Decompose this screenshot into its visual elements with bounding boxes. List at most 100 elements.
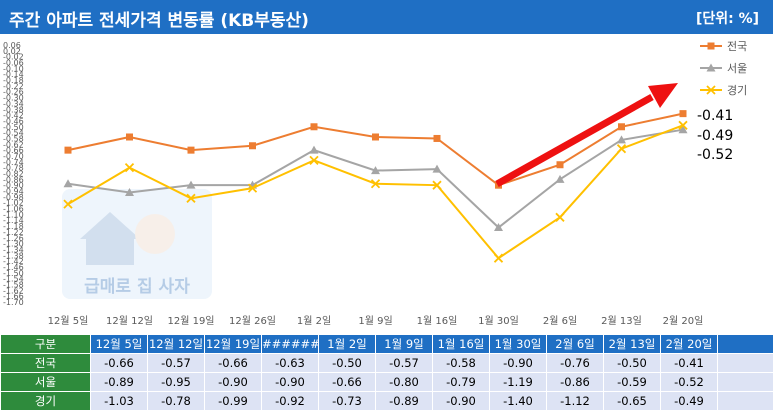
- table-row-label: 전국: [1, 354, 91, 373]
- y-axis: 0.060.02-0.02-0.06-0.10-0.14-0.18-0.22-0…: [3, 41, 24, 307]
- table-row: 전국-0.66-0.57-0.66-0.63-0.50-0.57-0.58-0.…: [1, 354, 773, 373]
- x-tick-label: 1월 30일: [478, 315, 519, 327]
- table-cell: -0.99: [205, 392, 262, 411]
- table-header-cell: 2월 20일: [661, 335, 718, 354]
- unit-label: [단위: %]: [696, 8, 759, 28]
- table-cell: -0.50: [604, 354, 661, 373]
- data-point: [188, 147, 195, 154]
- data-point: [557, 161, 564, 168]
- line-chart: 0.060.02-0.02-0.06-0.10-0.14-0.18-0.22-0…: [0, 34, 773, 334]
- table-cell: -0.86: [547, 373, 604, 392]
- x-tick-label: 2월 13일: [601, 315, 642, 327]
- table-cell: -0.95: [148, 373, 205, 392]
- table-cell: -0.90: [262, 373, 319, 392]
- table-row-label: 서울: [1, 373, 91, 392]
- table-cell: -0.66: [205, 354, 262, 373]
- data-point: [618, 123, 625, 130]
- table-filler-cell: [718, 354, 773, 373]
- end-value-label: -0.41: [697, 108, 733, 124]
- table-header-cell: 2월 6일: [547, 335, 604, 354]
- table-cell: -0.73: [319, 392, 376, 411]
- data-point: [556, 175, 565, 183]
- x-axis: 12월 5일 12월 12일 12월 19일 12월 26일 1월 2일 1월 9일 1월 …: [48, 315, 704, 327]
- table-cell: -0.78: [148, 392, 205, 411]
- table-cell: -0.57: [148, 354, 205, 373]
- table-cell: -0.49: [661, 392, 718, 411]
- table-cell: -0.89: [91, 373, 148, 392]
- watermark-face-icon: [135, 214, 175, 254]
- table-header-cell: ######: [262, 335, 319, 354]
- x-tick-label: 12월 26일: [229, 315, 276, 327]
- end-value-label: -0.52: [697, 147, 733, 163]
- trend-arrow: [497, 83, 678, 184]
- x-tick-label: 2월 6일: [543, 315, 577, 327]
- table-header-cell: 1월 2일: [319, 335, 376, 354]
- table-cell: -0.90: [433, 392, 490, 411]
- table-cell: -0.90: [205, 373, 262, 392]
- x-tick-label: 1월 9일: [358, 315, 392, 327]
- table-cell: -0.63: [262, 354, 319, 373]
- table-cell: -0.90: [490, 354, 547, 373]
- chart-title: 주간 아파트 전세가격 변동률 (KB부동산): [9, 6, 309, 31]
- table-header-cell: 2월 13일: [604, 335, 661, 354]
- x-tick-label: 2월 20일: [663, 315, 704, 327]
- x-tick-label: 12월 19일: [167, 315, 214, 327]
- table-cell: -0.80: [376, 373, 433, 392]
- table-cell: -1.40: [490, 392, 547, 411]
- table-cell: -1.19: [490, 373, 547, 392]
- table-corner-label: 구분: [1, 335, 91, 354]
- table-cell: -1.03: [91, 392, 148, 411]
- y-tick-label: -1.70: [3, 298, 24, 307]
- table-cell: -0.65: [604, 392, 661, 411]
- data-point: [249, 142, 256, 149]
- data-point: [434, 135, 441, 142]
- title-bar: 주간 아파트 전세가격 변동률 (KB부동산) [단위: %]: [0, 0, 773, 34]
- legend-label: 서울: [727, 62, 747, 75]
- table-header-cell: 1월 9일: [376, 335, 433, 354]
- legend-marker: [708, 43, 715, 50]
- table-filler-cell: [718, 335, 773, 354]
- table-cell: -0.52: [661, 373, 718, 392]
- data-point: [65, 147, 72, 154]
- table-filler-cell: [718, 373, 773, 392]
- table-cell: -0.41: [661, 354, 718, 373]
- table-cell: -0.76: [547, 354, 604, 373]
- table-cell: -0.89: [376, 392, 433, 411]
- watermark-house-body: [86, 239, 134, 265]
- x-tick-label: 12월 5일: [48, 315, 89, 327]
- table-cell: -0.66: [319, 373, 376, 392]
- table-cell: -0.59: [604, 373, 661, 392]
- watermark-logo: 급매로 집 사자: [62, 189, 212, 299]
- table-header-cell: 12월 12일: [148, 335, 205, 354]
- data-point: [680, 110, 687, 117]
- table-header-cell: 1월 16일: [433, 335, 490, 354]
- data-point: [310, 146, 319, 154]
- legend-label: 경기: [727, 84, 747, 97]
- table-cell: -1.12: [547, 392, 604, 411]
- table-header-cell: 12월 5일: [91, 335, 148, 354]
- data-point: [126, 133, 133, 140]
- table-header-cell: 1월 30일: [490, 335, 547, 354]
- table-cell: -0.66: [91, 354, 148, 373]
- table-row-label: 경기: [1, 392, 91, 411]
- end-labels: -0.41-0.49-0.52: [697, 108, 733, 163]
- data-point: [372, 133, 379, 140]
- table-cell: -0.57: [376, 354, 433, 373]
- table-cell: -0.79: [433, 373, 490, 392]
- x-tick-label: 12월 12일: [106, 315, 153, 327]
- data-point: [311, 123, 318, 130]
- table-row: 경기-1.03-0.78-0.99-0.92-0.73-0.89-0.90-1.…: [1, 392, 773, 411]
- table-row: 서울-0.89-0.95-0.90-0.90-0.66-0.80-0.79-1.…: [1, 373, 773, 392]
- table-filler-cell: [718, 392, 773, 411]
- table-cell: -0.92: [262, 392, 319, 411]
- series-line-전국: [68, 114, 683, 186]
- legend-label: 전국: [727, 40, 747, 53]
- x-tick-label: 1월 16일: [417, 315, 458, 327]
- x-tick-label: 1월 2일: [297, 315, 331, 327]
- watermark-text: 급매로 집 사자: [84, 277, 190, 297]
- table-cell: -0.58: [433, 354, 490, 373]
- table-header-cell: 12월 19일: [205, 335, 262, 354]
